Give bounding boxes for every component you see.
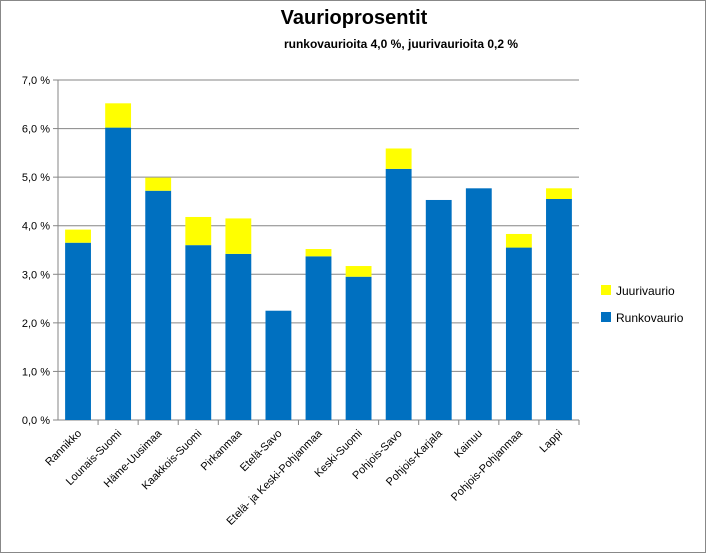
legend-swatch — [601, 312, 611, 322]
bar-juurivaurio — [225, 218, 252, 254]
x-tick-label: Pohjois-Pohjanmaa — [449, 427, 526, 504]
x-tick-label: Kainuu — [452, 428, 485, 461]
bar-juurivaurio — [345, 266, 372, 277]
bar-runkovaurio — [465, 188, 492, 420]
bar-runkovaurio — [225, 253, 252, 420]
legend-swatch — [601, 285, 611, 295]
y-tick-label: 0,0 % — [22, 415, 50, 427]
y-tick-label: 5,0 % — [22, 172, 50, 184]
bar-runkovaurio — [105, 127, 132, 420]
bar-juurivaurio — [145, 177, 172, 191]
y-tick-label: 6,0 % — [22, 124, 50, 136]
bar-juurivaurio — [505, 233, 532, 248]
bar-juurivaurio — [185, 216, 212, 246]
y-tick-label: 4,0 % — [22, 221, 50, 233]
bar-runkovaurio — [185, 245, 212, 420]
bar-juurivaurio — [546, 188, 572, 199]
bar-runkovaurio — [65, 242, 91, 420]
bar-runkovaurio — [546, 199, 572, 420]
bar-runkovaurio — [305, 256, 332, 420]
chart-title: Vaurioprosentit — [280, 7, 428, 29]
bar-runkovaurio — [425, 199, 452, 420]
bar-runkovaurio — [345, 276, 372, 420]
bar-juurivaurio — [105, 103, 132, 128]
bar-juurivaurio — [305, 249, 332, 257]
y-tick-label: 3,0 % — [22, 269, 50, 281]
y-tick-label: 7,0 % — [22, 75, 50, 87]
x-tick-label: Lappi — [538, 428, 566, 456]
x-tick-label: Rannikko — [43, 428, 84, 469]
bar-runkovaurio — [265, 310, 292, 420]
bar-runkovaurio — [145, 190, 172, 420]
bar-juurivaurio — [385, 148, 412, 169]
bar-runkovaurio — [385, 168, 412, 420]
y-tick-label: 1,0 % — [22, 366, 50, 378]
chart-subtitle: runkovaurioita 4,0 %, juurivaurioita 0,2… — [283, 37, 519, 51]
legend-label: Juurivaurio — [616, 284, 675, 298]
bar-juurivaurio — [65, 229, 91, 243]
legend-label: Runkovaurio — [616, 311, 684, 325]
bar-runkovaurio — [505, 247, 532, 420]
y-tick-label: 2,0 % — [22, 318, 50, 330]
